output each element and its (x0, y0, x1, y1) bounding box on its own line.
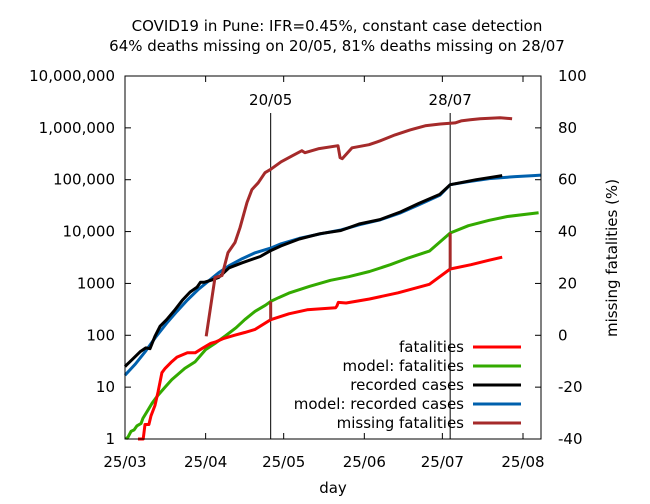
legend-label: model: recorded cases (294, 395, 464, 413)
series-line-model-fatalities (124, 211, 539, 441)
y2-tick-label: 80 (558, 119, 577, 137)
y2-axis-label: missing fatalities (%) (603, 179, 621, 337)
x-tick-label: 25/03 (103, 453, 146, 471)
y2-tick-label: 100 (558, 67, 587, 85)
y-tick-label: 1000 (77, 274, 115, 292)
y-tick-label: 10,000 (63, 223, 116, 241)
legend-label: recorded cases (350, 376, 464, 394)
x-tick-label: 25/08 (501, 453, 544, 471)
y-tick-label: 1,000,000 (39, 119, 115, 137)
x-axis-label: day (319, 479, 347, 497)
y-tick-label: 100 (86, 326, 115, 344)
y2-tick-label: 40 (558, 223, 577, 241)
x-tick-label: 25/06 (343, 453, 386, 471)
annotation-label: 28/07 (429, 91, 472, 109)
legend-label: missing fatalities (337, 414, 465, 432)
y-tick-label: 10,000,000 (29, 67, 115, 85)
x-tick-label: 25/04 (184, 453, 227, 471)
legend-label: model: fatalities (342, 357, 464, 375)
y2-tick-label: 20 (558, 274, 577, 292)
x-tick-label: 25/05 (262, 453, 305, 471)
series-line-missing-fatalities (204, 116, 513, 337)
annotation-label: 20/05 (249, 91, 292, 109)
legend-label: fatalities (399, 338, 464, 356)
y2-tick-label: 60 (558, 171, 577, 189)
x-tick-label: 25/07 (421, 453, 464, 471)
y-tick-label: 10 (96, 378, 115, 396)
series-line-model-recorded-cases (123, 173, 542, 377)
y-tick-label: 1 (105, 430, 115, 448)
chart-title: COVID19 in Pune: IFR=0.45%, constant cas… (132, 17, 543, 35)
y2-tick-label: -40 (558, 430, 583, 448)
plot-frame (124, 75, 542, 440)
chart-subtitle: 64% deaths missing on 20/05, 81% deaths … (109, 37, 565, 55)
y-tick-label: 100,000 (53, 171, 115, 189)
series-line-fatalities (138, 255, 503, 441)
y2-tick-label: -20 (558, 378, 583, 396)
y2-tick-label: 0 (558, 326, 568, 344)
